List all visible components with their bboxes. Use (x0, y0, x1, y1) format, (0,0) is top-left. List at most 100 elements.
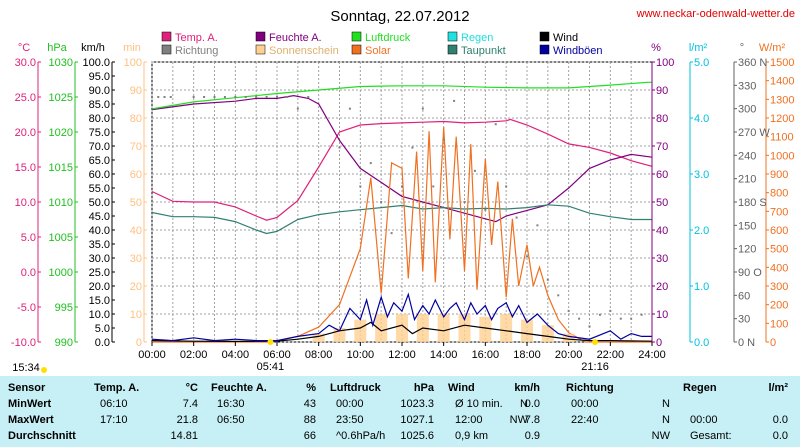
series-temp-a- (151, 118, 653, 221)
stats-header: l/m² (768, 382, 788, 394)
direction-point (348, 107, 351, 110)
direction-point (234, 96, 237, 98)
site-url[interactable]: www.neckar-odenwald-wetter.de (636, 8, 795, 20)
stats-cell: N (662, 398, 670, 410)
tick-label-sunmin: 40 (130, 225, 142, 237)
axis-unit-wind: km/h (81, 42, 105, 54)
tick-label-wind: 25.0 (89, 267, 110, 279)
tick-label-solar: 1500 (770, 57, 794, 69)
series-luftdruck (151, 81, 652, 110)
tick-label-pressure: 995 (55, 302, 73, 314)
tick-label-sunmin: 100 (124, 57, 142, 69)
tick-label-pressure: 1010 (49, 197, 73, 209)
tick-label-wind: 20.0 (89, 281, 110, 293)
legend-swatch (539, 31, 550, 42)
direction-point (640, 313, 643, 316)
direction-point (157, 96, 160, 98)
tick-label-humidity: 10 (656, 309, 668, 321)
direction-point (169, 96, 172, 98)
tick-label-wind: 70.0 (89, 141, 110, 153)
direction-point (338, 146, 341, 149)
sunshine-bar (458, 314, 471, 342)
sun-marker (267, 339, 274, 345)
stats-cell: 7.8 (524, 414, 540, 426)
direction-point (463, 201, 466, 203)
direction-point (598, 313, 601, 316)
tick-label-temp: -10.0 (11, 337, 36, 349)
tick-label-temp: 10.0 (15, 197, 36, 209)
chart-title: Sonntag, 22.07.2012 (330, 8, 469, 25)
sunshine-bar (354, 319, 367, 342)
direction-point (265, 96, 268, 98)
stats-header: km/h (514, 382, 540, 394)
stats-header: Feuchte A. (211, 382, 267, 394)
direction-point (203, 96, 206, 98)
tick-label-sunmin: 90 (130, 85, 142, 97)
stats-cell: Ø 10 min. (455, 398, 503, 410)
direction-point (286, 96, 289, 98)
stats-cell: 22:40 (571, 414, 599, 426)
stats-header: Temp. A. (94, 382, 140, 394)
tick-label-rain: 0.0 (694, 337, 709, 349)
tick-label-wind: 30.0 (89, 253, 110, 265)
x-tick-label: 18:00 (513, 349, 541, 361)
direction-point (578, 317, 581, 320)
tick-label-solar: 100 (770, 318, 788, 330)
tick-label-direction: 270 W (738, 127, 770, 139)
stats-header: Wind (448, 382, 475, 394)
direction-point (609, 309, 612, 312)
x-tick-label: 06:00 (263, 349, 291, 361)
tick-label-solar: 700 (770, 206, 788, 218)
stats-cell: 14.81 (170, 430, 198, 442)
legend-label: Windböen (553, 45, 603, 57)
stats-cell: 00:00 (571, 398, 599, 410)
direction-point (473, 169, 476, 172)
weather-chart: 30.025.020.015.010.05.00.0-5.0-10.010301… (11, 8, 795, 374)
tick-label-humidity: 40 (656, 225, 668, 237)
tick-label-humidity: 50 (656, 197, 668, 209)
tick-label-sunmin: 30 (130, 253, 142, 265)
tick-label-pressure: 1025 (49, 92, 73, 104)
direction-point (223, 96, 226, 98)
tick-label-solar: 500 (770, 244, 788, 256)
series-sonnenschein (312, 314, 575, 342)
stats-header: Sensor (8, 382, 46, 394)
legend-swatch (161, 31, 172, 42)
legend-label: Regen (461, 32, 493, 44)
axis-unit-direction: ° (740, 42, 744, 54)
direction-point (505, 185, 508, 188)
sun-time: 05:41 (257, 361, 285, 373)
stats-cell: 23:50 (336, 414, 364, 426)
axis-unit-rain: l/m² (689, 42, 708, 54)
tick-label-direction: 150 (738, 220, 756, 232)
tick-label-direction: 0 N (738, 337, 755, 349)
tick-label-solar: 200 (770, 300, 788, 312)
x-tick-label: 04:00 (222, 349, 250, 361)
axis-unit-sunmin: min (123, 42, 141, 54)
stats-header: Luftdruck (330, 382, 381, 394)
time-label: 15:34 (12, 362, 40, 374)
tick-label-wind: 0.0 (95, 337, 110, 349)
tick-label-direction: 330 (738, 80, 756, 92)
tick-label-direction: 30 (738, 314, 750, 326)
tick-label-rain: 3.0 (694, 169, 709, 181)
tick-label-wind: 50.0 (89, 197, 110, 209)
tick-label-pressure: 990 (55, 337, 73, 349)
x-tick-label: 08:00 (305, 349, 333, 361)
x-tick-label: 02:00 (180, 349, 208, 361)
tick-label-humidity: 90 (656, 85, 668, 97)
direction-point (484, 208, 487, 211)
tick-label-wind: 35.0 (89, 239, 110, 251)
series-windb-en (151, 292, 652, 342)
tick-label-pressure: 1005 (49, 232, 73, 244)
legend-label: Luftdruck (365, 32, 411, 44)
tick-label-direction: 60 (738, 290, 750, 302)
tick-label-sunmin: 10 (130, 309, 142, 321)
tick-label-solar: 300 (770, 281, 788, 293)
stats-table: Sensor Temp. A. °C Feuchte A.% Luftdruck hPa W… (0, 376, 800, 447)
tick-label-wind: 75.0 (89, 127, 110, 139)
tick-label-humidity: 30 (656, 253, 668, 265)
stats-cell: 17:10 (100, 414, 128, 426)
direction-point (515, 216, 518, 219)
tick-label-wind: 45.0 (89, 211, 110, 223)
